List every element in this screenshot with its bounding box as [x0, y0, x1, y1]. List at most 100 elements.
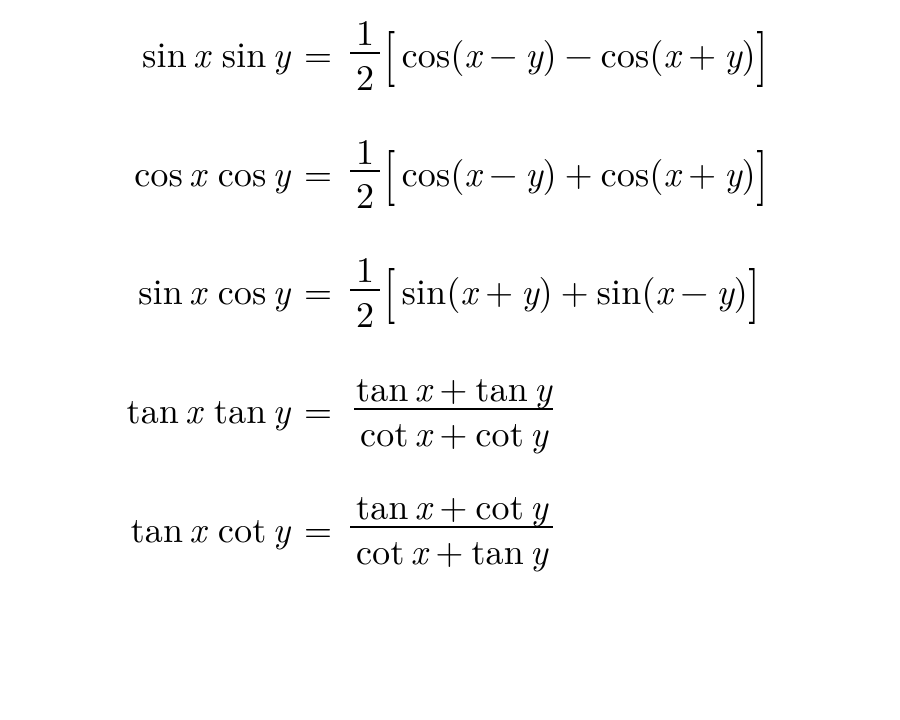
right-bracket: ]	[756, 23, 767, 79]
right-bracket: ]	[756, 142, 767, 198]
rhs: tanx+coty cotx+tany	[346, 486, 557, 569]
var-x: x	[189, 502, 206, 553]
var-y: y	[521, 272, 539, 308]
fraction: tanx+coty cotx+tany	[350, 486, 553, 569]
rhs: 1 2 [ sin (x+y) + sin (x−y) ]	[346, 249, 759, 332]
lhs: sinxsiny	[30, 35, 290, 71]
fn-cos: cos	[134, 146, 183, 197]
rhs: 1 2 [ cos (x−y) + cos (x+y) ]	[346, 131, 767, 214]
rhs: 1 2 [ cos (x−y) − cos (x+y) ]	[346, 12, 767, 95]
numerator-one: 1	[350, 12, 380, 52]
var-y: y	[273, 502, 291, 553]
var-x: x	[460, 272, 477, 308]
lhs: sinxcosy	[30, 272, 290, 308]
equation-sin-cos: sinxcosy = 1 2 [ sin (x+y) + sin (x−y) ]	[30, 249, 870, 332]
fn-sin: sin	[138, 264, 183, 315]
rparen: )	[543, 35, 557, 71]
var-x: x	[189, 146, 206, 197]
one-half: 1 2	[350, 131, 380, 214]
rparen: )	[543, 154, 557, 190]
var-y: y	[273, 264, 291, 315]
left-bracket: [	[384, 23, 395, 79]
fn-tan: tan	[356, 479, 409, 530]
var-x: x	[193, 27, 210, 78]
lhs: tanxtany	[30, 391, 290, 427]
denominator-two: 2	[350, 289, 380, 332]
lparen: (	[649, 35, 663, 71]
var-x: x	[663, 35, 680, 71]
fn-cos: cos	[218, 146, 267, 197]
var-y: y	[724, 35, 742, 71]
var-y: y	[273, 383, 291, 434]
plus-sign: +	[688, 35, 716, 71]
var-x: x	[189, 264, 206, 315]
one-half: 1 2	[350, 249, 380, 332]
one-half: 1 2	[350, 12, 380, 95]
var-y: y	[273, 27, 291, 78]
plus-sign: +	[485, 272, 513, 308]
right-bracket: ]	[748, 260, 759, 316]
var-y: y	[530, 479, 548, 530]
var-x: x	[415, 361, 432, 412]
fn-cos: cos	[601, 35, 650, 71]
var-y: y	[724, 154, 742, 190]
equals-sign: =	[290, 510, 346, 546]
equals-sign: =	[290, 272, 346, 308]
rhs: tanx+tany cotx+coty	[346, 368, 561, 451]
plus-sign: +	[439, 368, 467, 406]
fn-cot: cot	[360, 406, 409, 457]
numerator-one: 1	[350, 249, 380, 289]
plus-sign: +	[439, 413, 467, 451]
fraction: tanx+tany cotx+coty	[350, 368, 557, 451]
lparen: (	[446, 272, 460, 308]
var-y: y	[716, 272, 734, 308]
formula-list: sinxsiny = 1 2 [ cos (x−y) − cos (x+y) ]…	[30, 12, 870, 569]
equals-sign: =	[290, 391, 346, 427]
var-y: y	[525, 35, 543, 71]
plus-sign: +	[439, 486, 467, 524]
fn-tan: tan	[475, 361, 528, 412]
var-y: y	[534, 361, 552, 412]
minus-sign: −	[680, 272, 708, 308]
fn-cot: cot	[475, 406, 524, 457]
left-bracket: [	[384, 142, 395, 198]
rparen: )	[734, 272, 748, 308]
equals-sign: =	[290, 35, 346, 71]
fn-tan: tan	[131, 502, 184, 553]
plus-sign: +	[688, 154, 716, 190]
equals-sign: =	[290, 154, 346, 190]
plus-sign: +	[561, 272, 589, 308]
fn-cos: cos	[402, 154, 451, 190]
lparen: (	[450, 35, 464, 71]
fn-cot: cot	[356, 524, 405, 575]
var-x: x	[415, 479, 432, 530]
numerator-one: 1	[350, 131, 380, 171]
lhs: tanxcoty	[30, 510, 290, 546]
var-x: x	[185, 383, 202, 434]
fn-tan: tan	[356, 361, 409, 412]
left-bracket: [	[384, 260, 395, 316]
lhs: cosxcosy	[30, 154, 290, 190]
fn-tan: tan	[214, 383, 267, 434]
rparen: )	[742, 154, 756, 190]
plus-sign: +	[565, 154, 593, 190]
fn-sin: sin	[597, 272, 642, 308]
denominator-two: 2	[350, 170, 380, 213]
lparen: (	[649, 154, 663, 190]
numerator: tanx+tany	[350, 368, 557, 408]
var-y: y	[525, 154, 543, 190]
fn-cos: cos	[218, 264, 267, 315]
denominator-two: 2	[350, 52, 380, 95]
fn-cot: cot	[475, 479, 524, 530]
equation-tan-tan: tanxtany = tanx+tany cotx+coty	[30, 368, 870, 451]
var-y: y	[530, 524, 548, 575]
minus-sign: −	[489, 35, 517, 71]
fn-tan: tan	[471, 524, 524, 575]
fn-cos: cos	[402, 35, 451, 71]
var-y: y	[273, 146, 291, 197]
equation-tan-cot: tanxcoty = tanx+coty cotx+tany	[30, 486, 870, 569]
minus-sign: −	[565, 35, 593, 71]
lparen: (	[450, 154, 464, 190]
var-x: x	[656, 272, 673, 308]
var-x: x	[415, 406, 432, 457]
